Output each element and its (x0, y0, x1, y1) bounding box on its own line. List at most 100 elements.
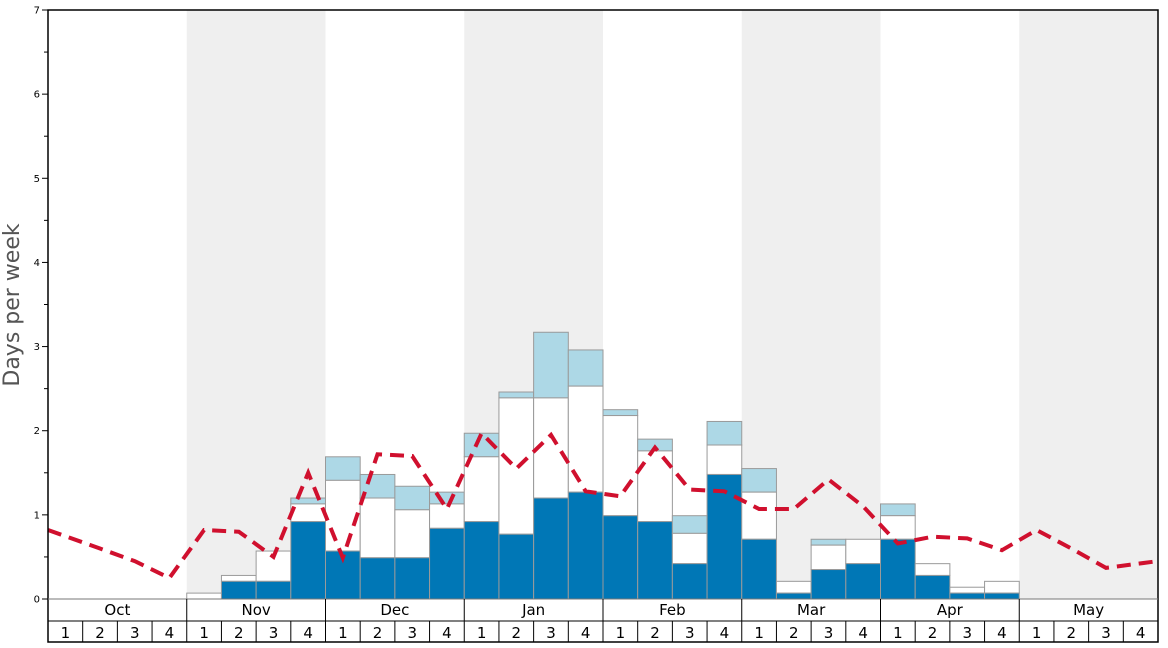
axis-layer: 0 1 2 3 4 5 6 7 Oct 1 2 3 4 Nov 1 2 3 4 Dec 1 2 3 4 Jan 1 2 3 4 Feb 1… (34, 6, 1159, 643)
bar-white-segment (914, 563, 951, 576)
bar-dark-segment (602, 515, 639, 600)
bar-white-segment (567, 385, 604, 493)
bar-dark-segment (741, 538, 777, 600)
week-label: 4 (165, 624, 175, 642)
week-label: 2 (512, 624, 522, 642)
bar-light-segment (602, 409, 639, 417)
dashed-series-line (47, 429, 1159, 581)
bar-light-segment (671, 515, 708, 534)
bar-white-segment (984, 580, 1020, 594)
week-label: 1 (754, 624, 764, 642)
bar-white-segment (880, 515, 916, 540)
bar-dark-segment (880, 538, 916, 600)
week-label: 3 (824, 624, 834, 642)
bar-dark-segment (567, 491, 604, 600)
bar-light-segment (325, 456, 361, 481)
week-label: 4 (581, 624, 591, 642)
week-label: 2 (789, 624, 799, 642)
bar-dark-segment (949, 592, 986, 600)
bar-dark-segment (671, 563, 708, 600)
month-shading-layer (186, 10, 1158, 599)
bar-white-segment (394, 509, 431, 559)
bar-white-segment (741, 491, 777, 540)
bar-light-segment (880, 503, 916, 517)
week-label: 2 (95, 624, 105, 642)
week-label: 3 (407, 624, 417, 642)
bar-white-segment (186, 592, 222, 600)
y-tick-label: 4 (34, 258, 40, 269)
bar-white-segment (845, 538, 881, 565)
bar-light-segment (533, 331, 569, 399)
week-label: 3 (1101, 624, 1111, 642)
bar-white-segment (775, 580, 812, 594)
bar-white-segment (463, 456, 500, 523)
week-label: 2 (928, 624, 938, 642)
week-label: 1 (477, 624, 487, 642)
bar-light-segment (394, 485, 431, 511)
week-label: 2 (234, 624, 244, 642)
y-tick-label: 0 (34, 595, 40, 606)
month-label-oct: Oct (104, 601, 130, 619)
bar-dark-segment (533, 497, 569, 600)
week-label: 4 (858, 624, 868, 642)
week-label: 1 (338, 624, 348, 642)
month-label-may: May (1073, 601, 1104, 619)
bar-white-segment (429, 503, 465, 529)
week-label: 4 (997, 624, 1007, 642)
bar-light-segment (810, 538, 847, 546)
y-tick-label: 5 (34, 174, 40, 185)
y-tick-label: 1 (34, 510, 40, 521)
month-label-nov: Nov (241, 601, 270, 619)
line-layer (47, 429, 1159, 581)
week-label: 3 (685, 624, 695, 642)
bar-white-segment (949, 586, 986, 594)
bar-white-segment (359, 497, 396, 559)
week-label: 1 (61, 624, 71, 642)
week-label: 4 (1136, 624, 1146, 642)
week-label: 2 (650, 624, 660, 642)
bar-white-segment (810, 544, 847, 571)
bar-dark-segment (775, 592, 812, 600)
bar-dark-segment (290, 521, 326, 600)
bar-dark-segment (463, 521, 500, 600)
week-label: 1 (199, 624, 209, 642)
bar-dark-segment (394, 557, 431, 600)
week-label: 2 (373, 624, 383, 642)
bar-dark-segment (845, 563, 881, 600)
bar-dark-segment (810, 569, 847, 600)
week-label: 4 (442, 624, 452, 642)
bar-dark-segment (914, 574, 951, 600)
bar-dark-segment (359, 557, 396, 600)
y-tick-label: 3 (34, 342, 40, 353)
bar-dark-segment (255, 580, 292, 600)
bar-white-segment (602, 415, 639, 517)
month-label-feb: Feb (659, 601, 686, 619)
week-label: 3 (962, 624, 972, 642)
bar-light-segment (498, 391, 535, 399)
month-label-apr: Apr (937, 601, 964, 619)
week-label: 3 (130, 624, 140, 642)
bar-light-segment (741, 468, 777, 493)
y-tick-label: 7 (34, 6, 40, 17)
week-label: 1 (616, 624, 626, 642)
bar-white-segment (220, 574, 257, 582)
week-label: 2 (1067, 624, 1077, 642)
bar-dark-segment (984, 592, 1020, 600)
bar-dark-segment (220, 580, 257, 600)
y-tick-label: 2 (34, 426, 40, 437)
y-tick-label: 6 (34, 90, 40, 101)
week-label: 3 (546, 624, 556, 642)
bar-dark-segment (429, 527, 465, 600)
bar-light-segment (567, 349, 604, 387)
week-label: 1 (1032, 624, 1042, 642)
y-axis-title: Days per week (0, 223, 25, 386)
bar-white-segment (671, 532, 708, 565)
month-label-dec: Dec (380, 601, 409, 619)
week-label: 3 (269, 624, 279, 642)
bar-dark-segment (637, 521, 673, 600)
month-label-jan: Jan (521, 601, 545, 619)
bar-white-segment (706, 444, 743, 475)
bar-white-segment (290, 503, 326, 523)
week-label: 4 (303, 624, 313, 642)
